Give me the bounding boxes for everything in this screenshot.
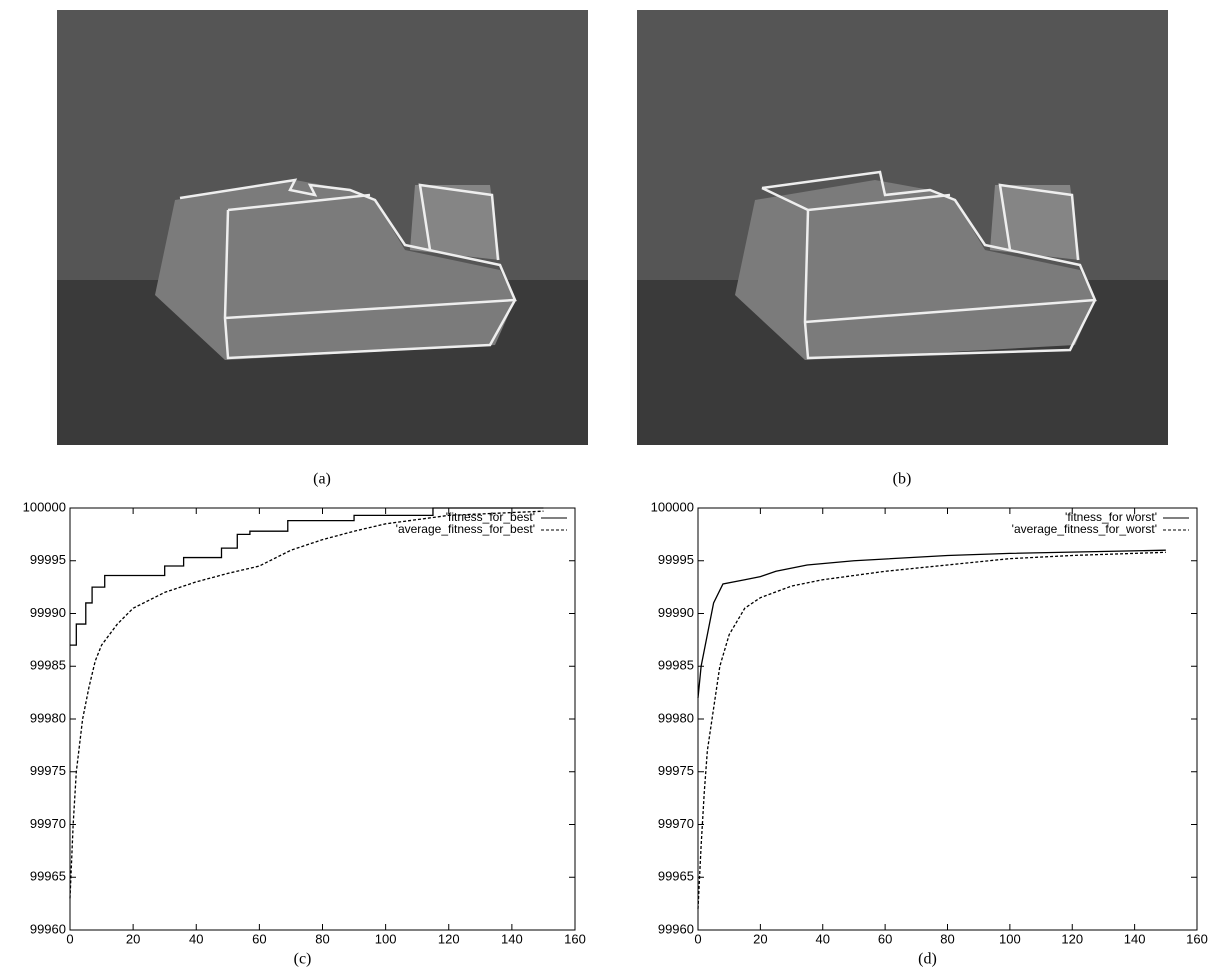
y-tick-label: 99985 xyxy=(30,658,66,673)
x-tick-label: 0 xyxy=(694,931,701,946)
plot-frame xyxy=(69,507,576,931)
x-tick-label: 140 xyxy=(501,931,523,946)
photo-a xyxy=(57,10,588,445)
series-line xyxy=(697,551,1166,909)
x-tick-label: 100 xyxy=(375,931,397,946)
y-tick-label: 99975 xyxy=(658,763,694,778)
y-tick-label: 100000 xyxy=(23,499,66,514)
x-tick-label: 60 xyxy=(252,931,266,946)
x-tick-label: 20 xyxy=(126,931,140,946)
caption: (d) xyxy=(918,951,937,968)
x-tick-label: 160 xyxy=(564,931,586,946)
y-tick-label: 99995 xyxy=(658,552,694,567)
x-tick-label: 100 xyxy=(999,931,1021,946)
series-line xyxy=(697,549,1166,698)
plot-frame xyxy=(697,507,1198,931)
legend-label: 'average_fitness_for_worst' xyxy=(1012,522,1157,536)
y-tick-label: 99990 xyxy=(30,605,66,620)
legend-label: 'fitness_for worst' xyxy=(1065,510,1157,524)
x-tick-label: 160 xyxy=(1186,931,1208,946)
legend-label: 'fitness_for_best' xyxy=(446,510,535,524)
legend-label: 'average_fitness_for_best' xyxy=(396,522,535,536)
x-tick-label: 60 xyxy=(878,931,892,946)
y-tick-label: 99980 xyxy=(658,710,694,725)
x-tick-label: 120 xyxy=(1061,931,1083,946)
y-tick-label: 99995 xyxy=(30,552,66,567)
caption: (c) xyxy=(294,951,312,968)
y-tick-label: 99990 xyxy=(658,605,694,620)
x-tick-label: 80 xyxy=(940,931,954,946)
y-tick-label: 99960 xyxy=(30,921,66,936)
caption: (b) xyxy=(893,471,912,488)
y-tick-label: 99985 xyxy=(658,658,694,673)
y-tick-label: 99960 xyxy=(658,921,694,936)
caption: (a) xyxy=(313,471,331,488)
y-tick-label: 99975 xyxy=(30,763,66,778)
x-tick-label: 80 xyxy=(315,931,329,946)
x-tick-label: 40 xyxy=(816,931,830,946)
x-tick-label: 0 xyxy=(66,931,73,946)
series-line xyxy=(69,510,544,899)
y-tick-label: 99965 xyxy=(30,869,66,884)
x-tick-label: 40 xyxy=(189,931,203,946)
y-tick-label: 99970 xyxy=(658,816,694,831)
y-tick-label: 99965 xyxy=(658,869,694,884)
y-tick-label: 99970 xyxy=(30,816,66,831)
x-tick-label: 140 xyxy=(1124,931,1146,946)
x-tick-label: 120 xyxy=(438,931,460,946)
series-line xyxy=(70,507,544,646)
photo-b xyxy=(637,10,1168,445)
x-tick-label: 20 xyxy=(753,931,767,946)
y-tick-label: 99980 xyxy=(30,710,66,725)
y-tick-label: 100000 xyxy=(651,499,694,514)
